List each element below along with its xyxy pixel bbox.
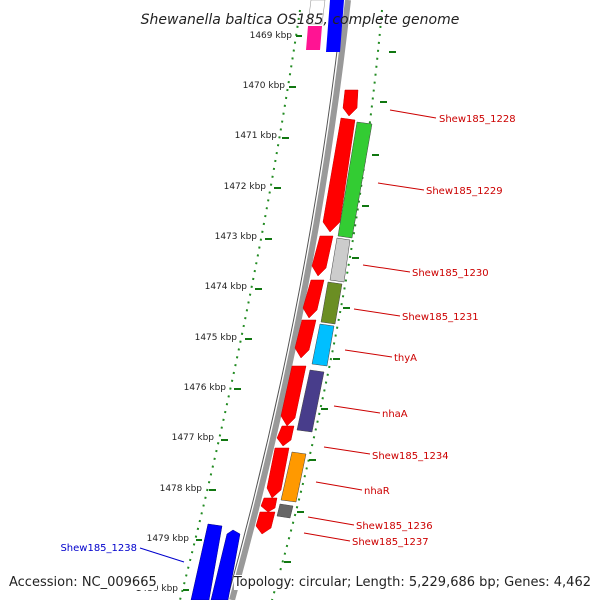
tick-labels: 1469 kbp 1470 kbp 1471 kbp 1472 kbp 1473… <box>136 31 293 594</box>
gene-shew185-1234-cds <box>276 425 295 447</box>
gene-reverse-2 <box>210 529 241 600</box>
gene-label-shew185-1229: Shew185_1229 <box>426 186 503 197</box>
gene-nhaa <box>296 369 325 433</box>
gene-thya-cds <box>294 319 317 359</box>
gene-nhar <box>280 451 307 503</box>
gene-shew185-1236-cds <box>260 497 278 513</box>
tick-label: 1477 kbp <box>172 433 215 443</box>
gene-labels: Shew185_1228 Shew185_1229 Shew185_1230 S… <box>60 114 515 554</box>
gene-shew185-1230 <box>329 237 351 283</box>
tick-marks <box>183 35 396 591</box>
tick-label: 1469 kbp <box>250 31 293 41</box>
tick-label: 1473 kbp <box>215 232 258 242</box>
cog-genes <box>276 121 373 519</box>
gene-shew185-1231-cds <box>302 279 325 319</box>
topology-text: Topology: circular; Length: 5,229,686 bp… <box>233 575 591 590</box>
gene-shew185-1228 <box>342 89 359 117</box>
gene-thya <box>311 323 335 367</box>
tick-label: 1480 kbp <box>136 584 179 594</box>
gene-shew185-1238 <box>190 523 223 600</box>
tick-label: 1471 kbp <box>235 131 278 141</box>
gene-label-shew185-1238: Shew185_1238 <box>60 543 137 554</box>
genome-backbone <box>229 0 351 600</box>
gene-reverse-top-b <box>307 0 326 25</box>
gene-label-shew185-1228: Shew185_1228 <box>439 114 516 125</box>
gene-label-nhar: nhaR <box>364 486 390 497</box>
tick-label: 1478 kbp <box>160 484 203 494</box>
gene-label-thya: thyA <box>394 353 417 364</box>
tick-label: 1476 kbp <box>184 383 227 393</box>
reverse-genes <box>190 523 241 600</box>
accession-text: Accession: NC_009665 <box>9 575 157 590</box>
tick-label: 1474 kbp <box>205 282 248 292</box>
gene-label-shew185-1236: Shew185_1236 <box>356 521 433 532</box>
tick-label: 1475 kbp <box>195 333 238 343</box>
gene-label-shew185-1231: Shew185_1231 <box>402 312 479 323</box>
gene-label-nhaa: nhaA <box>382 409 408 420</box>
gene-label-shew185-1234: Shew185_1234 <box>372 451 449 462</box>
gene-label-shew185-1230: Shew185_1230 <box>412 268 489 279</box>
gene-label-shew185-1237: Shew185_1237 <box>352 537 429 548</box>
gene-shew185-1236 <box>276 503 294 519</box>
genome-backbone-edge <box>226 0 344 600</box>
tick-label: 1472 kbp <box>224 182 267 192</box>
tick-label: 1470 kbp <box>243 81 286 91</box>
gene-shew185-1231 <box>320 281 343 325</box>
gene-reverse-top-a <box>326 0 344 52</box>
top-genes <box>306 0 344 52</box>
gene-trna-top <box>306 26 322 50</box>
leader-lines <box>139 109 437 563</box>
forward-genes <box>255 89 359 535</box>
gene-nhar-cds <box>266 447 290 499</box>
gene-shew185-1237-cds <box>255 511 276 535</box>
gene-nhaa-cds <box>280 365 307 427</box>
gene-shew185-1229-cds <box>322 117 356 233</box>
tick-label: 1479 kbp <box>147 534 190 544</box>
map-title: Shewanella baltica OS185, complete genom… <box>141 12 460 28</box>
gene-shew185-1230-cds <box>311 235 334 277</box>
gene-shew185-1229 <box>337 121 373 239</box>
